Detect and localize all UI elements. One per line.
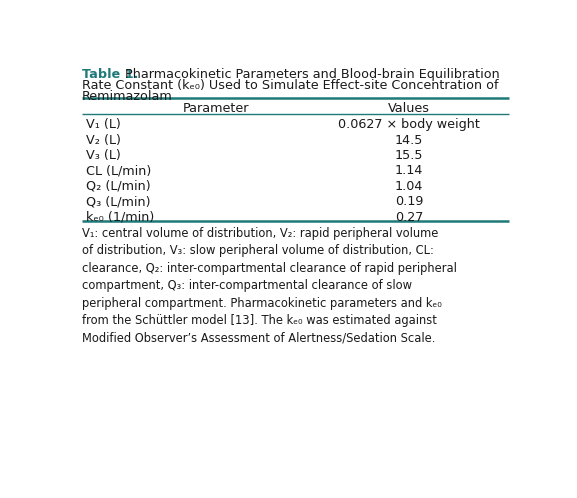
Text: Q₂ (L/min): Q₂ (L/min) — [86, 180, 151, 193]
Text: 1.04: 1.04 — [395, 180, 424, 193]
Text: Pharmacokinetic Parameters and Blood-brain Equilibration: Pharmacokinetic Parameters and Blood-bra… — [121, 68, 500, 81]
Text: Rate Constant (kₑ₀) Used to Simulate Effect-site Concentration of: Rate Constant (kₑ₀) Used to Simulate Eff… — [82, 79, 499, 92]
Text: Table 1.: Table 1. — [82, 68, 138, 81]
Text: V₁ (L): V₁ (L) — [86, 119, 121, 131]
Text: 1.14: 1.14 — [395, 164, 424, 177]
Text: 0.19: 0.19 — [395, 195, 424, 208]
Text: Values: Values — [388, 102, 430, 115]
Text: kₑ₀ (1/min): kₑ₀ (1/min) — [86, 211, 154, 224]
Text: 0.0627 × body weight: 0.0627 × body weight — [338, 119, 480, 131]
Text: V₂ (L): V₂ (L) — [86, 133, 121, 147]
Text: Remimazolam: Remimazolam — [82, 90, 173, 103]
Text: V₃ (L): V₃ (L) — [86, 149, 121, 162]
Text: 14.5: 14.5 — [395, 133, 424, 147]
Text: Parameter: Parameter — [182, 102, 249, 115]
Text: Q₃ (L/min): Q₃ (L/min) — [86, 195, 151, 208]
Text: CL (L/min): CL (L/min) — [86, 164, 151, 177]
Text: V₁: central volume of distribution, V₂: rapid peripheral volume
of distribution,: V₁: central volume of distribution, V₂: … — [82, 227, 457, 345]
Text: 15.5: 15.5 — [395, 149, 424, 162]
Text: 0.27: 0.27 — [395, 211, 424, 224]
